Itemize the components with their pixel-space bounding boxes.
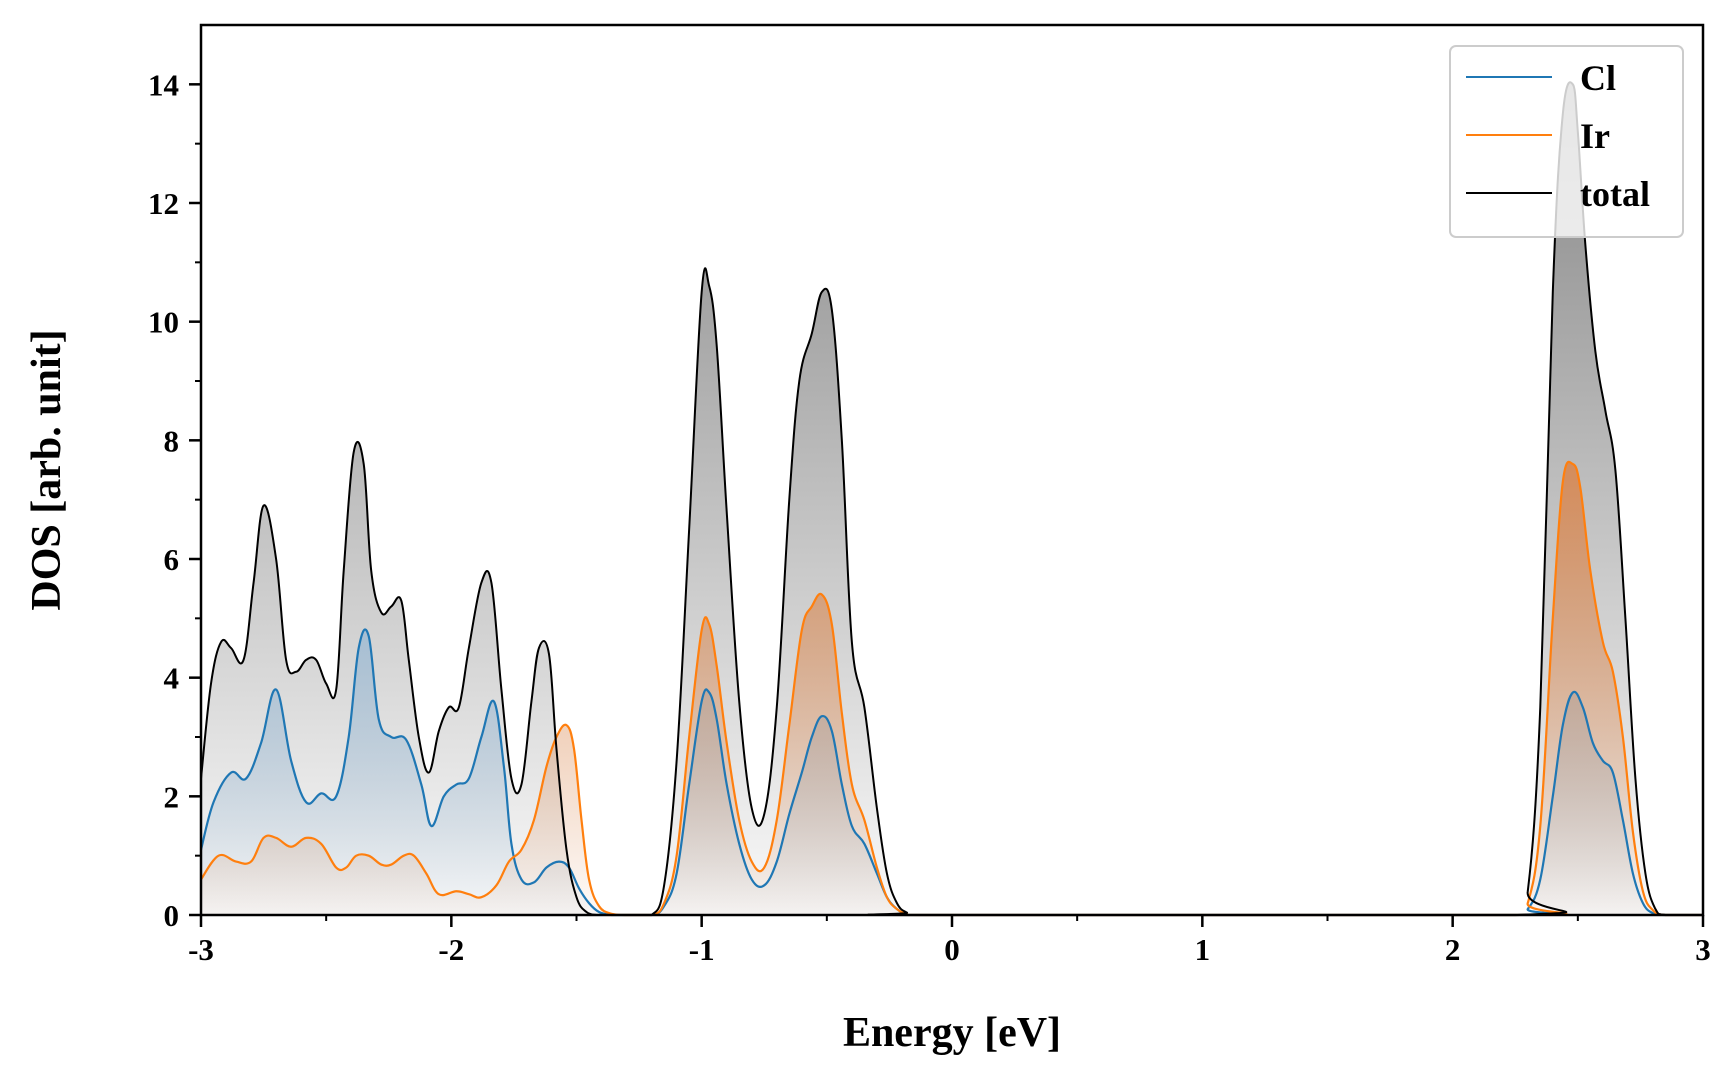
y-tick-label: 14 (148, 67, 179, 102)
series-fills (201, 82, 1703, 915)
y-tick-label: 0 (164, 898, 180, 933)
x-axis: -3 -2 -1 0 1 2 3 (188, 915, 1711, 967)
legend-label-cl: Cl (1580, 58, 1616, 98)
y-tick-label: 2 (164, 779, 180, 814)
y-tick-label: 12 (148, 186, 179, 221)
legend: Cl Ir total (1449, 45, 1684, 238)
x-tick-label: 2 (1445, 932, 1461, 967)
series-line-cl (199, 628, 1703, 917)
x-tick-label: 1 (1195, 932, 1211, 967)
y-tick-label: 4 (164, 661, 180, 696)
y-tick-label: 8 (164, 423, 180, 458)
legend-label-ir: Ir (1580, 116, 1610, 156)
y-tick-label: 10 (148, 305, 179, 340)
series-lines (199, 81, 1703, 917)
x-tick-label: 0 (944, 932, 960, 967)
series-line-total (200, 81, 1703, 917)
x-axis-label: Energy [eV] (843, 1010, 1061, 1056)
x-tick-label: -1 (689, 932, 715, 967)
y-axis-label: DOS [arb. unit] (24, 329, 70, 610)
legend-label-total: total (1580, 174, 1650, 214)
area-fill-ir (201, 461, 1703, 915)
y-axis: 0 2 4 6 8 10 12 14 (148, 67, 201, 933)
x-tick-label: -2 (438, 932, 464, 967)
y-tick-label: 6 (164, 542, 180, 577)
x-tick-label: -3 (188, 932, 214, 967)
x-tick-label: 3 (1695, 932, 1711, 967)
series-line-ir (200, 460, 1703, 917)
legend-box (1449, 45, 1684, 238)
